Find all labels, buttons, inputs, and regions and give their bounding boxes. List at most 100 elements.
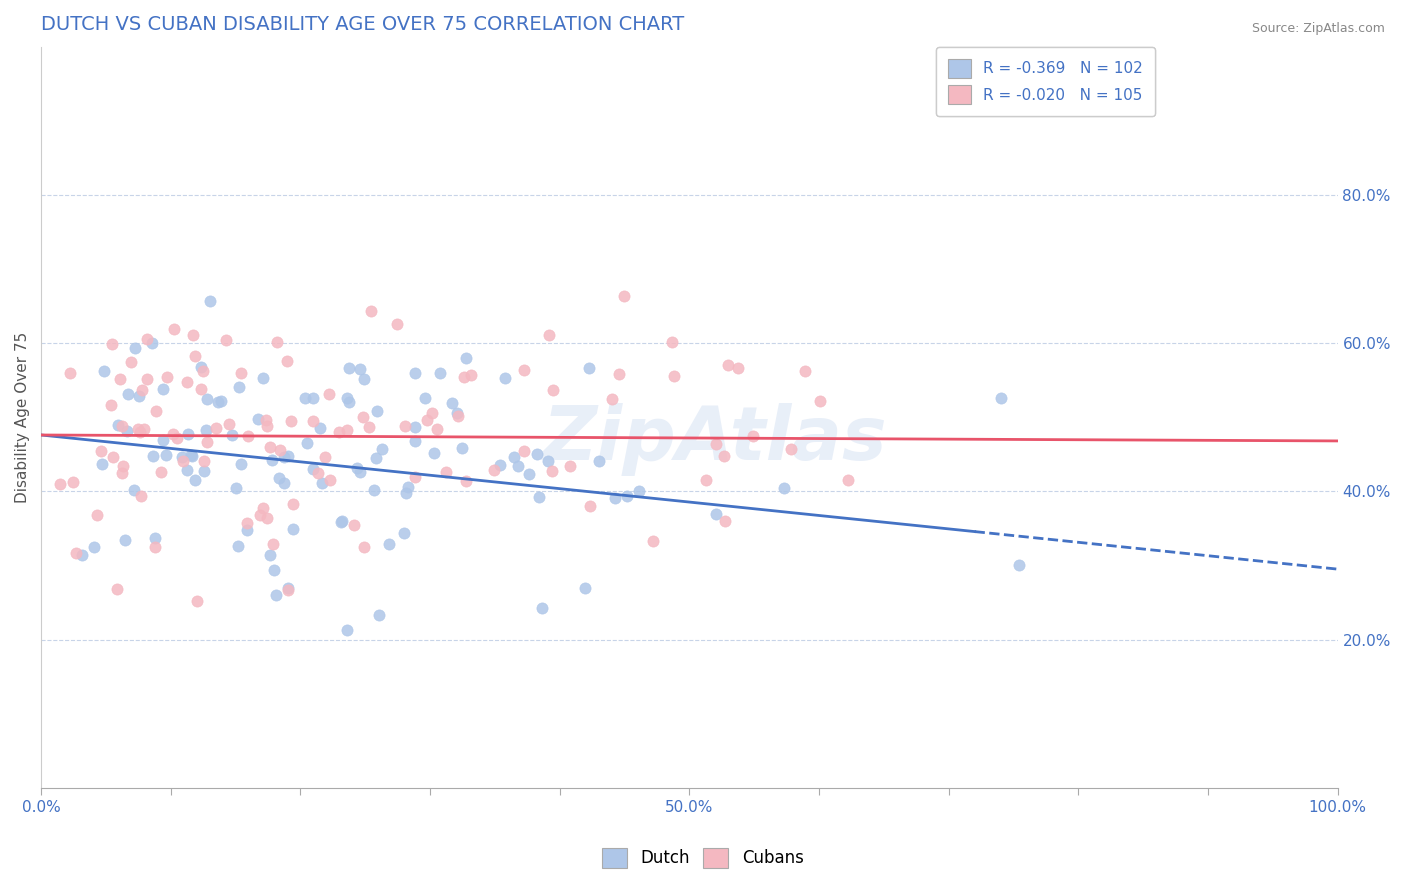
Point (65, 546, 87, 560)
Point (177, 427, 200, 442)
Point (526, 447, 548, 461)
Point (447, 409, 470, 424)
Point (117, 387, 139, 401)
Point (328, 425, 350, 440)
Point (837, 473, 859, 487)
Point (236, 429, 259, 443)
Point (205, 421, 228, 435)
Point (454, 474, 477, 488)
Point (236, 516, 259, 530)
Point (225, 481, 247, 495)
Point (336, 391, 359, 405)
Point (110, 372, 132, 386)
Point (229, 457, 252, 471)
Point (221, 427, 243, 442)
Point (120, 354, 142, 368)
Point (404, 366, 426, 380)
Point (281, 522, 304, 536)
Point (494, 371, 516, 385)
Point (301, 414, 323, 428)
Text: Source: ZipAtlas.com: Source: ZipAtlas.com (1251, 22, 1385, 36)
Point (330, 516, 353, 530)
Point (127, 421, 149, 435)
Point (93, 364, 115, 378)
Point (517, 467, 540, 482)
Point (446, 406, 468, 420)
Point (90, 443, 112, 458)
Point (226, 539, 249, 553)
Point (249, 508, 271, 523)
Point (276, 353, 298, 368)
Point (172, 454, 194, 468)
Point (318, 473, 340, 487)
Point (367, 607, 389, 622)
Point (353, 540, 375, 554)
Point (512, 363, 534, 377)
Point (664, 369, 686, 384)
Point (429, 367, 451, 381)
Point (111, 419, 134, 434)
Point (794, 364, 817, 378)
Point (302, 391, 325, 405)
Point (349, 465, 371, 479)
Point (246, 412, 269, 426)
Point (1008, 558, 1031, 573)
Point (62, 475, 84, 489)
Point (273, 450, 295, 464)
Point (311, 475, 333, 490)
Point (143, 541, 166, 555)
Point (436, 465, 458, 479)
Point (181, 327, 204, 342)
Point (162, 427, 184, 442)
Point (808, 393, 831, 408)
Point (396, 480, 419, 494)
Point (359, 419, 381, 434)
Point (136, 332, 159, 346)
Point (366, 403, 388, 417)
Point (190, 359, 212, 374)
Point (193, 364, 215, 378)
Point (218, 417, 240, 431)
Point (330, 514, 353, 528)
Point (695, 473, 717, 487)
Point (704, 437, 727, 451)
Point (128, 389, 150, 403)
Point (536, 453, 558, 467)
Point (558, 459, 581, 474)
Point (59, 366, 82, 380)
Point (352, 409, 374, 424)
Point (115, 424, 138, 438)
Point (460, 368, 482, 382)
Point (613, 289, 636, 303)
Point (301, 462, 323, 476)
Point (252, 371, 274, 385)
Point (506, 458, 529, 473)
Point (404, 470, 426, 484)
Point (267, 470, 290, 484)
Point (132, 421, 155, 435)
Point (588, 454, 610, 468)
Point (176, 375, 198, 389)
Point (264, 588, 287, 602)
Point (531, 600, 554, 615)
Point (228, 380, 250, 394)
Point (371, 442, 394, 457)
Point (627, 483, 650, 498)
Point (346, 461, 368, 475)
Point (236, 523, 259, 537)
Y-axis label: Disability Age Over 75: Disability Age Over 75 (15, 332, 30, 503)
Point (152, 382, 174, 396)
Point (129, 425, 152, 439)
Point (124, 483, 146, 497)
Point (129, 489, 152, 503)
Point (353, 372, 375, 386)
Point (416, 413, 439, 427)
Point (111, 466, 134, 480)
Point (166, 431, 188, 445)
Point (181, 449, 204, 463)
Point (193, 464, 215, 478)
Point (259, 440, 281, 454)
Point (200, 293, 222, 308)
Point (440, 395, 463, 409)
Point (385, 317, 408, 331)
